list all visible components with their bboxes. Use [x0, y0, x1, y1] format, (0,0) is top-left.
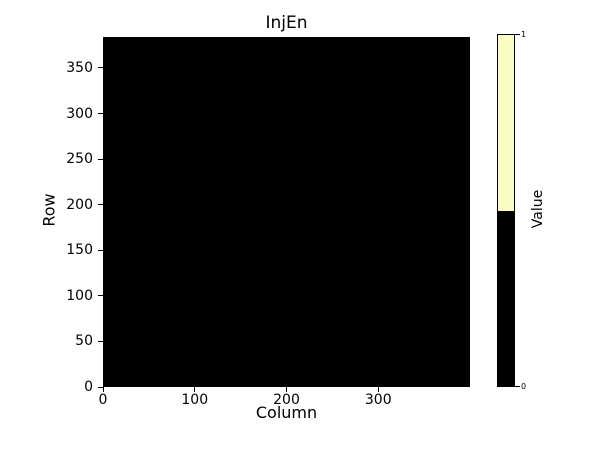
y-tick-mark — [98, 386, 103, 388]
y-tick-label: 250 — [66, 151, 93, 168]
colorbar-segment-value-1 — [498, 35, 514, 211]
y-tick-mark — [98, 67, 103, 69]
plot-title: InjEn — [265, 13, 308, 33]
colorbar-tick-label: 1 — [521, 30, 527, 39]
colorbar-tick-mark — [515, 34, 520, 35]
y-tick-label: 150 — [66, 242, 93, 259]
y-tick-mark — [98, 249, 103, 251]
y-tick-label: 50 — [75, 333, 93, 350]
colorbar-tick-mark — [515, 386, 520, 387]
y-tick-mark — [98, 295, 103, 297]
x-tick-mark — [377, 387, 379, 392]
y-tick-mark — [98, 204, 103, 206]
y-tick-label: 0 — [84, 379, 93, 395]
y-tick-label: 200 — [66, 196, 93, 213]
colorbar — [497, 34, 515, 387]
x-axis-label: Column — [255, 403, 318, 422]
y-tick-label: 300 — [66, 105, 93, 122]
x-tick-mark — [194, 387, 196, 392]
y-tick-mark — [98, 340, 103, 342]
y-tick-mark — [98, 158, 103, 160]
colorbar-segment-value-0 — [498, 210, 514, 386]
y-tick-label: 350 — [66, 59, 93, 76]
y-tick-label: 100 — [66, 287, 93, 304]
colorbar-label: Value — [530, 189, 546, 229]
heatmap-plot-area — [103, 37, 470, 387]
x-tick-label: 200 — [273, 392, 300, 408]
x-tick-mark — [102, 387, 104, 392]
x-tick-label: 300 — [364, 392, 392, 408]
x-tick-mark — [286, 387, 287, 392]
y-tick-mark — [98, 113, 103, 115]
colorbar-tick-label: 0 — [521, 382, 527, 391]
x-tick-label: 0 — [98, 392, 108, 408]
x-tick-label: 100 — [181, 392, 209, 408]
